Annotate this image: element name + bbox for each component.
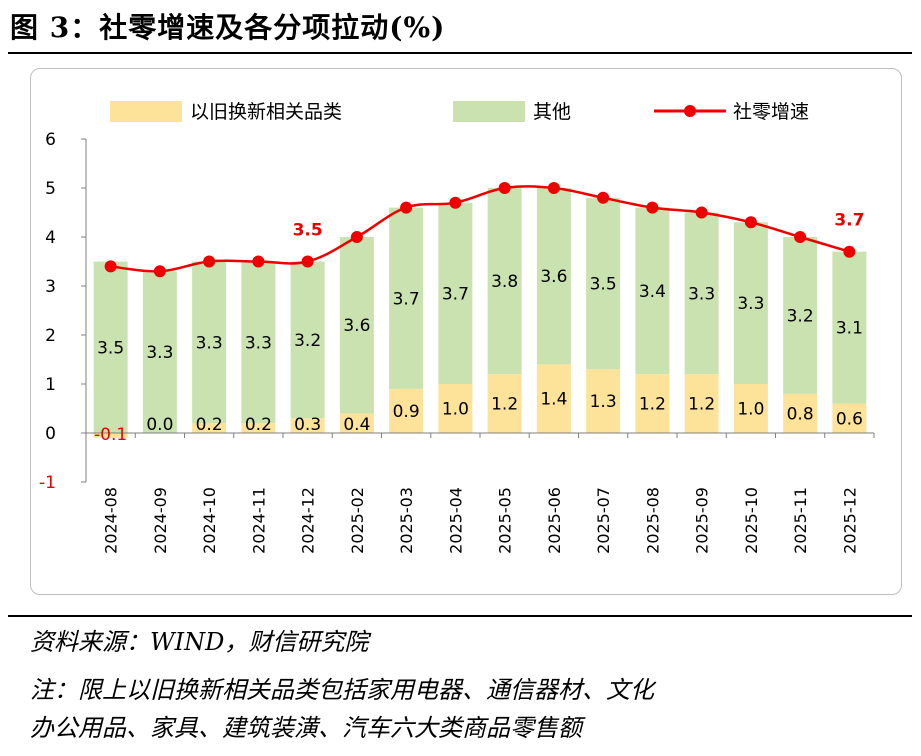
data-label-other: 3.7 <box>442 284 469 304</box>
footnote-line-1: 注：限上以旧换新相关品类包括家用电器、通信器材、文化 <box>30 670 654 705</box>
data-label-other: 3.7 <box>393 289 420 309</box>
y-tick-label: 2 <box>45 326 56 346</box>
source-rule <box>8 615 912 617</box>
total-growth-marker <box>105 260 117 272</box>
data-label-trade-in: 1.2 <box>688 395 715 415</box>
data-label-trade-in: 1.2 <box>639 395 666 415</box>
x-tick-label: 2024-11 <box>249 487 268 554</box>
x-tick-label: 2025-08 <box>643 487 662 554</box>
data-label-total: 3.5 <box>293 221 323 241</box>
data-label-other: 3.3 <box>196 333 223 353</box>
y-tick-label: 4 <box>45 228 56 248</box>
data-label-trade-in: 0.8 <box>787 404 814 424</box>
total-growth-marker <box>696 207 708 219</box>
y-tick-label: 5 <box>45 179 56 199</box>
data-label-trade-in: 1.4 <box>540 390 567 410</box>
chart: 6 5 4 3 2 1 0 -1 2024-08 2024-09 2024-10 2024-11 202… <box>0 0 921 610</box>
legend-swatch-other <box>453 101 525 122</box>
data-label-other: 3.3 <box>688 284 715 304</box>
data-label-other: 3.2 <box>787 306 814 326</box>
y-tick-label: 0 <box>45 424 56 444</box>
data-label-other: 3.8 <box>491 272 518 292</box>
legend-label-other: 其他 <box>533 101 571 123</box>
total-growth-marker <box>351 231 363 243</box>
total-growth-marker <box>252 256 264 268</box>
legend-swatch-trade-in <box>110 101 182 122</box>
footnote-line-2: 办公用品、家具、建筑装潢、汽车六大类商品零售额 <box>30 708 582 743</box>
data-label-other: 3.3 <box>245 333 272 353</box>
total-growth-marker <box>843 246 855 258</box>
data-label-trade-in: 1.0 <box>442 400 469 420</box>
legend-label-trade-in: 以旧换新相关品类 <box>190 101 342 123</box>
y-tick-label: 1 <box>45 375 56 395</box>
y-tick-label: 3 <box>45 277 56 297</box>
data-label-trade-in: 0.2 <box>245 415 272 435</box>
total-growth-marker <box>499 182 511 194</box>
data-label-trade-in: 0.0 <box>146 415 173 435</box>
x-tick-label: 2025-07 <box>594 487 613 554</box>
data-label-other: 3.3 <box>737 294 764 314</box>
x-tick-label: 2025-09 <box>693 487 712 554</box>
data-label-trade-in: 0.9 <box>393 402 420 422</box>
y-tick-label: 6 <box>45 130 56 150</box>
data-label-trade-in: 1.3 <box>590 392 617 412</box>
data-label-trade-in: 0.6 <box>836 409 863 429</box>
x-tick-label: 2025-03 <box>397 487 416 554</box>
data-label-other: 3.2 <box>294 331 321 351</box>
data-label-trade-in: 0.4 <box>343 415 370 435</box>
x-tick-label: 2025-11 <box>791 487 810 554</box>
x-tick-label: 2025-02 <box>348 487 367 554</box>
data-label-trade-in: 0.3 <box>294 415 321 435</box>
x-tick-label: 2024-09 <box>151 487 170 554</box>
data-label-trade-in: 1.2 <box>491 395 518 415</box>
data-label-trade-in: -0.1 <box>94 425 127 445</box>
data-label-other: 3.3 <box>146 343 173 363</box>
x-tick-label: 2024-08 <box>102 487 121 554</box>
legend-marker-total <box>684 105 696 117</box>
total-growth-marker <box>745 216 757 228</box>
total-growth-marker <box>597 192 609 204</box>
x-tick-label: 2025-06 <box>545 487 564 554</box>
data-label-other: 3.1 <box>836 319 863 339</box>
legend-label-total: 社零增速 <box>733 101 809 123</box>
x-tick-label: 2025-05 <box>496 487 515 554</box>
total-growth-marker <box>646 202 658 214</box>
data-label-other: 3.4 <box>639 282 666 302</box>
y-tick-label: -1 <box>39 473 56 493</box>
data-label-trade-in: 1.0 <box>737 400 764 420</box>
total-growth-marker <box>154 265 166 277</box>
data-label-trade-in: 0.2 <box>196 415 223 435</box>
data-label-other: 3.6 <box>343 316 370 336</box>
data-label-other: 3.5 <box>97 338 124 358</box>
source-note: 资料来源：WIND，财信研究院 <box>30 622 368 657</box>
total-growth-marker <box>794 231 806 243</box>
data-label-other: 3.6 <box>540 267 567 287</box>
data-label-other: 3.5 <box>590 275 617 295</box>
total-growth-marker <box>548 182 560 194</box>
total-growth-marker <box>449 197 461 209</box>
x-tick-label: 2025-04 <box>446 487 465 554</box>
total-growth-marker <box>400 202 412 214</box>
x-tick-label: 2025-12 <box>840 487 859 554</box>
total-growth-marker <box>203 256 215 268</box>
x-tick-label: 2025-10 <box>742 487 761 554</box>
x-tick-label: 2024-10 <box>200 487 219 554</box>
x-tick-label: 2024-12 <box>299 487 318 554</box>
total-growth-marker <box>302 256 314 268</box>
data-label-total: 3.7 <box>834 211 864 231</box>
